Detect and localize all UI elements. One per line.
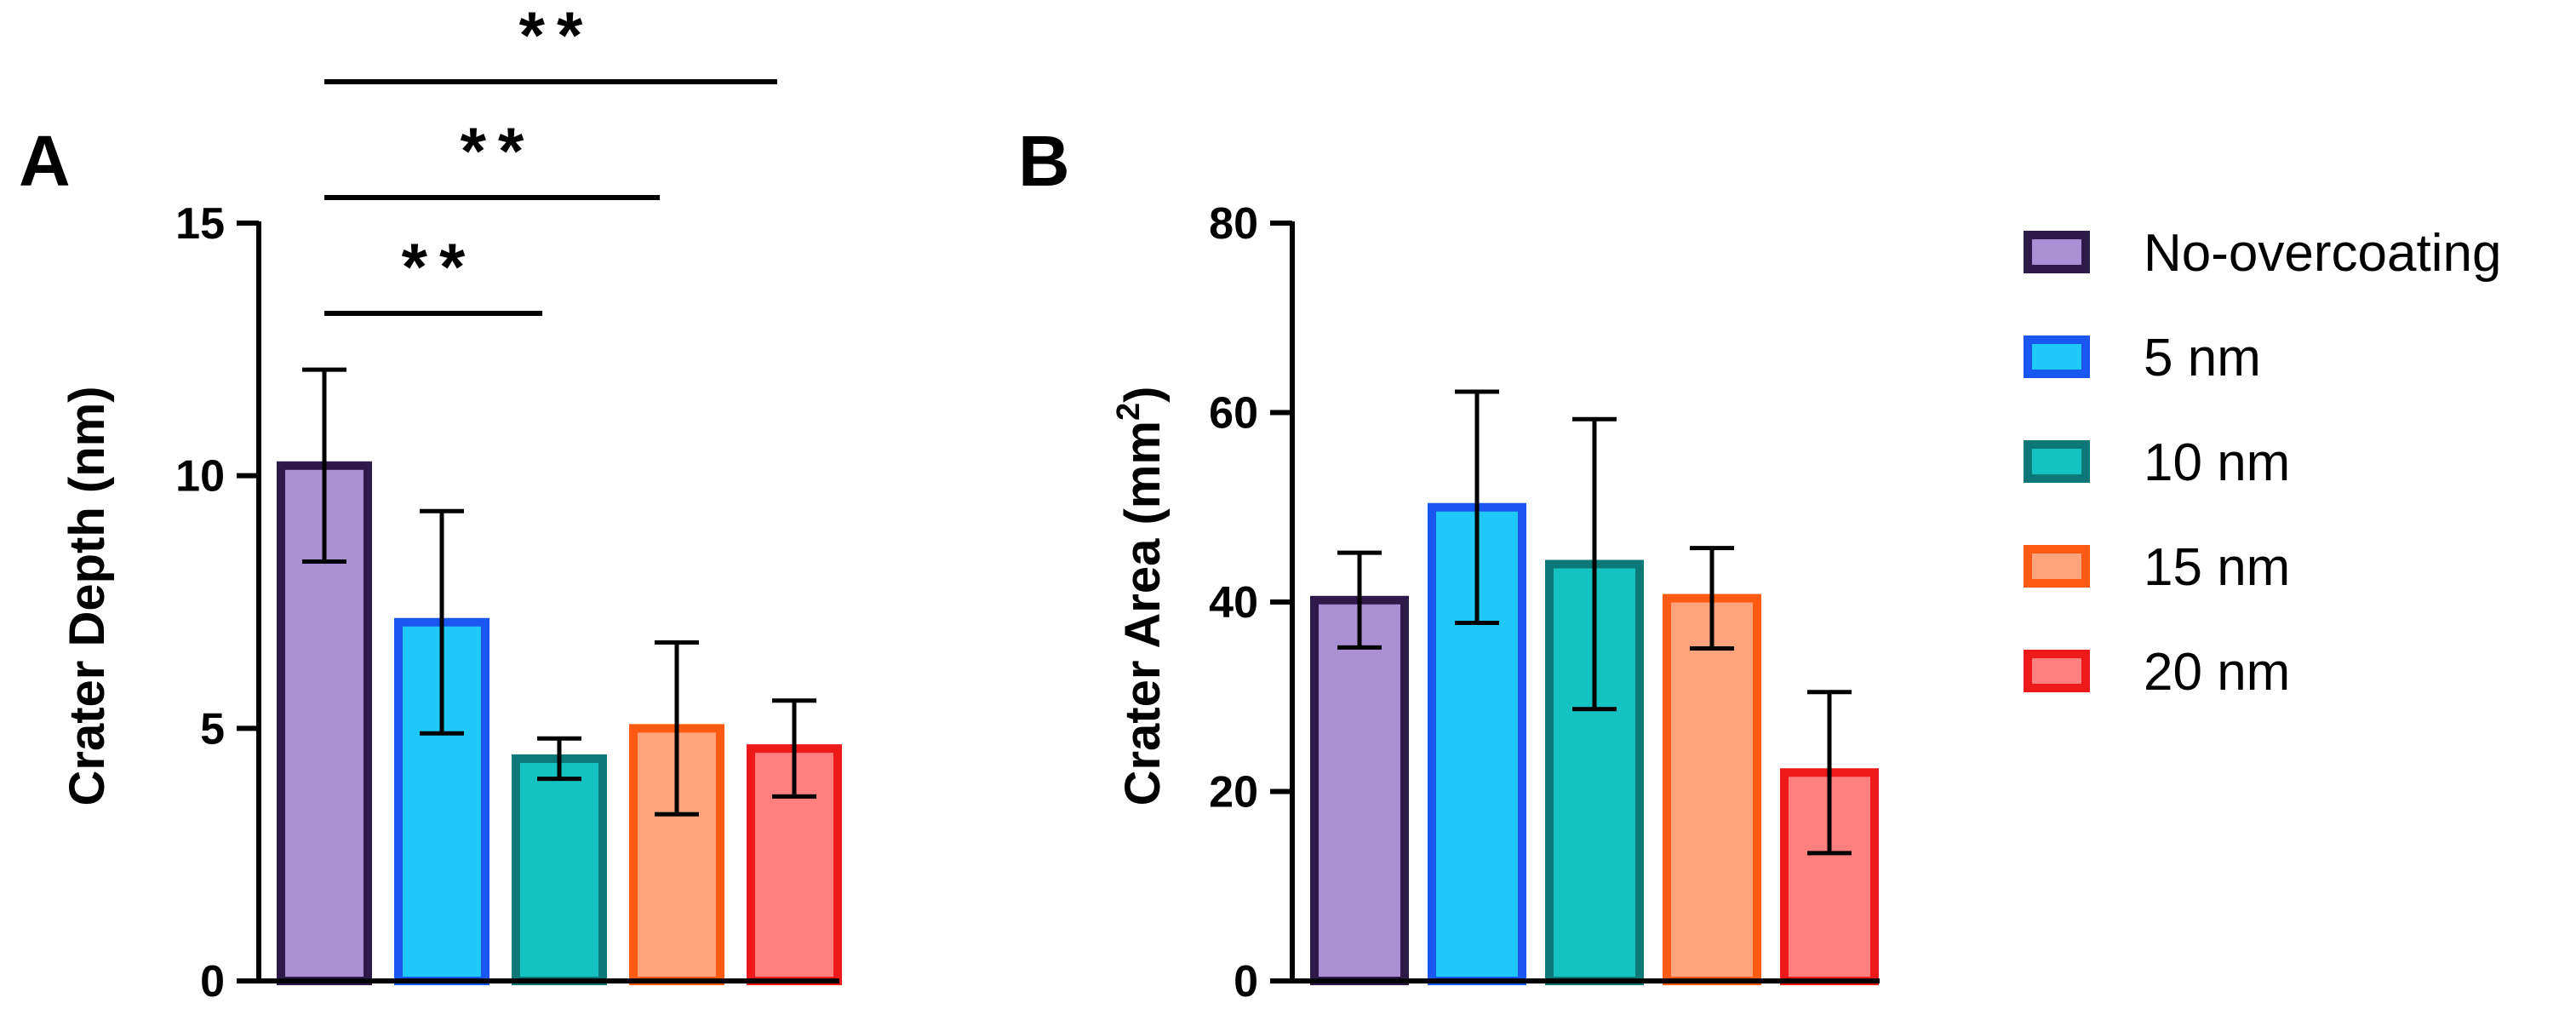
panel-a-letter: A: [19, 121, 71, 201]
panel-a-significance-1-label: **: [402, 229, 478, 304]
panel-a-ytick-label-5: 5: [200, 704, 225, 754]
legend-swatch-3: [2024, 440, 2090, 483]
panel-b-ylabel-text: Crater Area (mm: [1115, 421, 1171, 806]
legend-label-4: 15 nm: [2144, 538, 2290, 597]
panel-a-errorbar-5: [772, 698, 816, 799]
panel-b-errorbar-2: [1455, 389, 1499, 625]
legend-item-4: 15 nm: [2024, 538, 2290, 597]
legend-label-5: 20 nm: [2144, 643, 2290, 702]
panel-b-ytick-label-60: 60: [1209, 389, 1258, 439]
panel-a-significance-2: **: [324, 113, 660, 200]
panel-a-ytick-label-10: 10: [175, 452, 225, 502]
legend-item-3: 10 nm: [2024, 433, 2290, 492]
panel-b-ylabel-sup: 2: [1111, 403, 1147, 421]
panel-b-letter: B: [1018, 121, 1070, 201]
legend-item-5: 20 nm: [2024, 643, 2290, 702]
panel-a-significance-3-label: **: [519, 0, 595, 72]
panel-b-errorbar-3: [1572, 416, 1617, 712]
panel-a-ylabel: Crater Depth (nm): [60, 386, 115, 806]
legend-swatch-5: [2024, 650, 2090, 692]
panel-b-ytick-label-40: 40: [1209, 578, 1258, 628]
legend-label-2: 5 nm: [2144, 329, 2261, 387]
panel-b-errorbar-4: [1690, 546, 1734, 651]
legend-item-2: 5 nm: [2024, 329, 2261, 387]
panel-b: B Crater Area (mm2) 0 20 40 60 80: [1018, 121, 1880, 1006]
panel-a-significance-3: **: [324, 0, 777, 84]
panel-b-ytick-label-0: 0: [1234, 957, 1258, 1006]
panel-b-errorbar-5: [1807, 690, 1852, 856]
panel-a: A Crater Depth (nm) 0 5 10 15 ** ** **: [19, 0, 842, 1006]
panel-b-errorbar-1: [1337, 550, 1382, 650]
panel-a-errorbar-3: [537, 736, 581, 782]
legend-label-3: 10 nm: [2144, 433, 2290, 492]
legend-swatch-1: [2024, 231, 2090, 273]
legend-swatch-4: [2024, 545, 2090, 588]
panel-a-plot: 0 5 10 15 ** ** **: [175, 0, 842, 1006]
panel-a-ytick-label-0: 0: [200, 957, 225, 1006]
panel-a-ytick-label-15: 15: [175, 199, 225, 249]
panel-a-significance-1: **: [324, 229, 542, 316]
panel-b-ytick-label-20: 20: [1209, 768, 1258, 817]
legend-swatch-2: [2024, 335, 2090, 378]
panel-b-ytick-label-80: 80: [1209, 199, 1258, 249]
panel-a-errorbar-4: [655, 639, 699, 817]
legend: No-overcoating 5 nm 10 nm 15 nm 20 nm: [2024, 224, 2501, 702]
panel-b-ylabel: Crater Area (mm2): [1111, 387, 1171, 806]
panel-a-errorbar-2: [420, 508, 464, 736]
panel-b-bar-1: [1310, 595, 1409, 986]
panel-b-bar-4: [1663, 594, 1761, 985]
panel-a-errorbar-1: [302, 367, 346, 565]
panel-b-ylabel-close: ): [1115, 387, 1171, 403]
legend-item-1: No-overcoating: [2024, 224, 2501, 283]
panel-a-significance-2-label: **: [461, 113, 536, 188]
panel-a-bar-3: [512, 754, 607, 986]
panel-b-plot: 0 20 40 60 80: [1209, 199, 1880, 1006]
legend-label-1: No-overcoating: [2144, 224, 2501, 283]
